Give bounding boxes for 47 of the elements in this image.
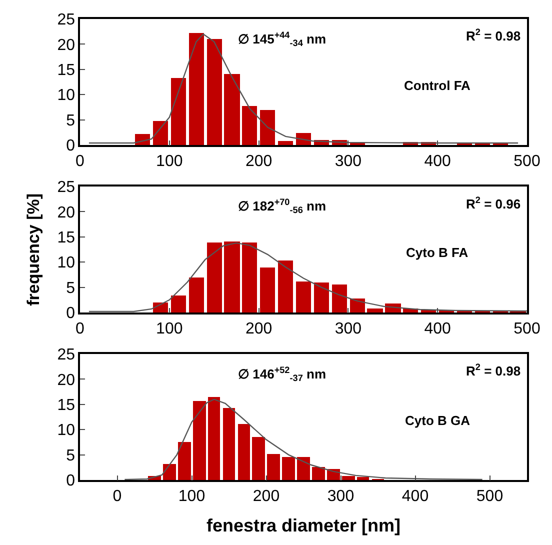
y-tick-label: 25 [57,346,76,364]
annotation: ∅ 146$^{+52}$$_{-37}$ nm [238,365,326,384]
y-tick-label: 0 [66,472,76,490]
x-tick-label: 300 [327,488,354,505]
annotation: ∅ 182$^{+70}$$_{-56}$ nm [238,197,326,216]
y-tick-label: 0 [66,305,76,322]
line-series [88,242,527,312]
x-tick-label: 500 [514,152,540,170]
x-tick-label: 300 [334,320,362,338]
x-tick-label: 200 [245,320,272,338]
y-tick-label: 15 [57,229,76,246]
x-tick-label: 200 [245,152,272,170]
y-tick-label: 20 [57,372,76,389]
y-tick-label: 25 [57,12,76,29]
x-tick-label: 100 [156,152,183,170]
annotation: Control FA [404,78,472,93]
x-tick-label: 300 [334,152,362,170]
annotation: R$^{2}$ = 0.96 [466,195,521,212]
y-tick-label: 10 [57,87,76,104]
annotation: R$^{2}$ = 0.98 [466,27,521,44]
x-tick-label: 400 [424,152,452,170]
y-tick-label: 5 [66,447,76,464]
x-tick-label: 400 [402,488,429,505]
y-tick-label: 25 [57,179,76,196]
x-tick-label: 100 [178,488,206,505]
y-tick-label: 5 [66,112,76,130]
x-tick-label: 100 [156,320,183,338]
y-tick-label: 20 [57,36,76,54]
x-axis-title: fenestra diameter [nm] [206,516,401,536]
line-series [124,398,483,480]
y-tick-label: 10 [57,422,76,440]
y-tick-label: 15 [57,396,76,414]
annotation: Cyto B GA [405,413,471,428]
x-tick-label: 500 [514,320,540,338]
annotation: ∅ 145$^{+44}$$_{-34}$ nm [238,30,326,48]
y-axis-title: frequency [%] [24,193,43,306]
y-tick-label: 15 [57,62,76,79]
x-tick-label: 400 [424,320,452,338]
y-tick-label: 10 [57,254,76,272]
y-tick-label: 20 [57,204,76,222]
y-tick-label: 0 [66,138,76,155]
x-tick-label: 0 [112,488,122,505]
y-tick-label: 5 [66,280,76,297]
x-tick-label: 200 [252,488,280,505]
annotation: R$^{2}$ = 0.98 [466,362,521,378]
annotation: Cyto B FA [406,245,469,260]
x-tick-label: 500 [476,488,504,505]
